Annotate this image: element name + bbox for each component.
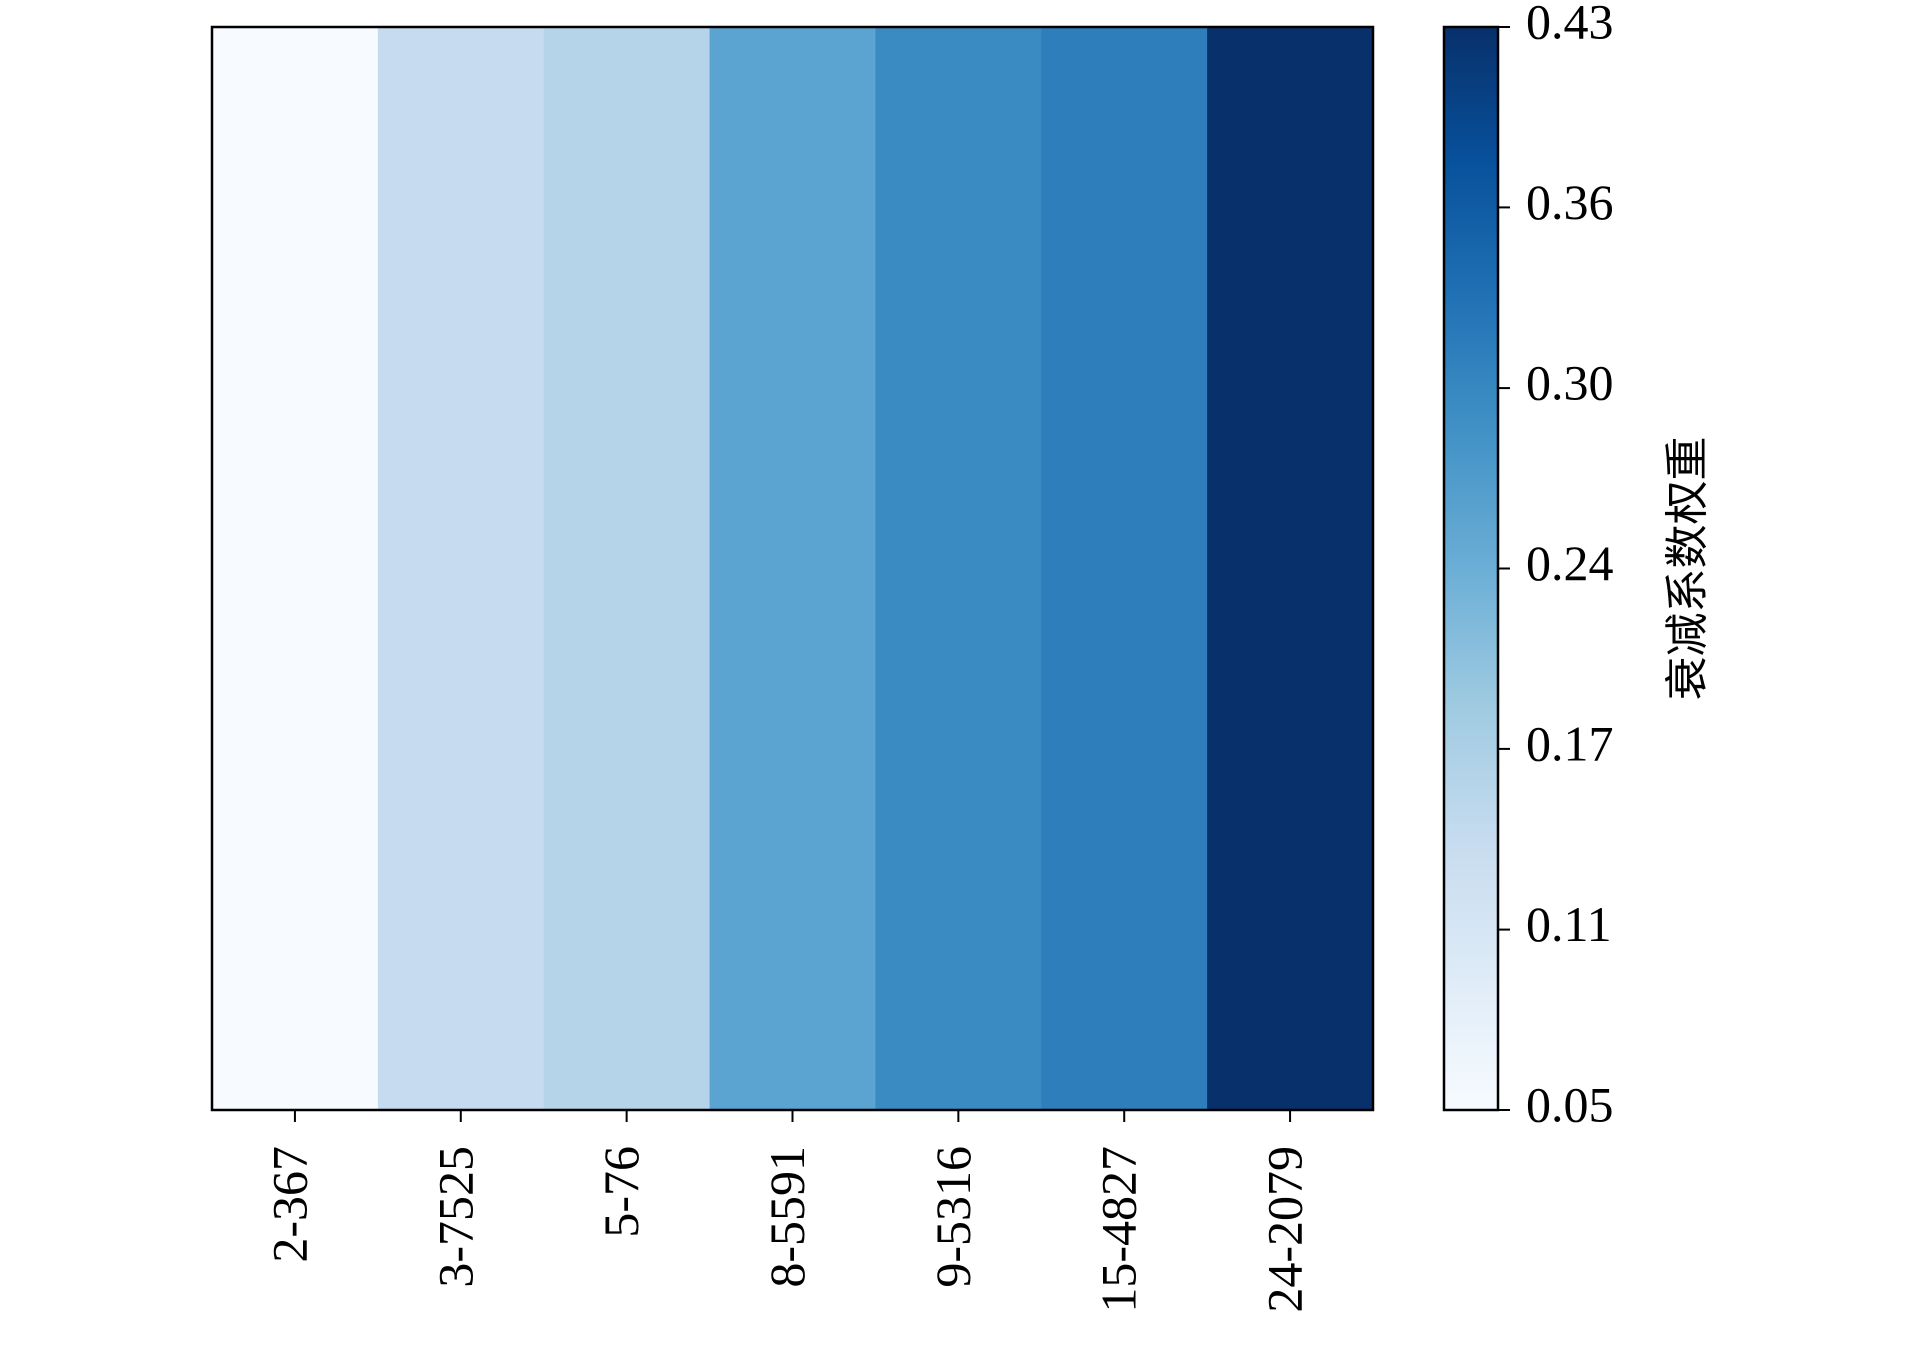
heatmap-cell: [377, 27, 545, 1110]
x-tick-label: 9-5316: [925, 1146, 981, 1288]
x-tick-label: 24-2079: [1257, 1146, 1313, 1313]
heatmap-cell: [212, 27, 379, 1110]
colorbar: [1442, 25, 1500, 1112]
colorbar-tick-label: 0.24: [1526, 535, 1614, 591]
x-tick-label: 8-5591: [759, 1146, 815, 1288]
colorbar-tick-label: 0.30: [1526, 355, 1614, 411]
heatmap-cell: [1207, 27, 1374, 1110]
x-tick-label: 2-367: [261, 1146, 317, 1263]
x-tick-label: 5-76: [593, 1146, 649, 1238]
x-tick-label: 3-7525: [427, 1146, 483, 1288]
colorbar-tick-label: 0.17: [1526, 715, 1614, 771]
heatmap-cell: [709, 27, 876, 1110]
heatmap-cell: [543, 27, 711, 1110]
x-tick-label: 15-4827: [1091, 1146, 1147, 1313]
colorbar-tick-label: 0.43: [1526, 0, 1614, 49]
colorbar-tick-label: 0.11: [1526, 896, 1612, 952]
colorbar-tick-label: 0.36: [1526, 174, 1614, 230]
colorbar-label: 衰减系数权重: [1662, 437, 1713, 701]
heatmap-cell: [1041, 27, 1208, 1110]
colorbar-tick-label: 0.05: [1526, 1076, 1614, 1132]
heatmap-cell: [875, 27, 1042, 1110]
